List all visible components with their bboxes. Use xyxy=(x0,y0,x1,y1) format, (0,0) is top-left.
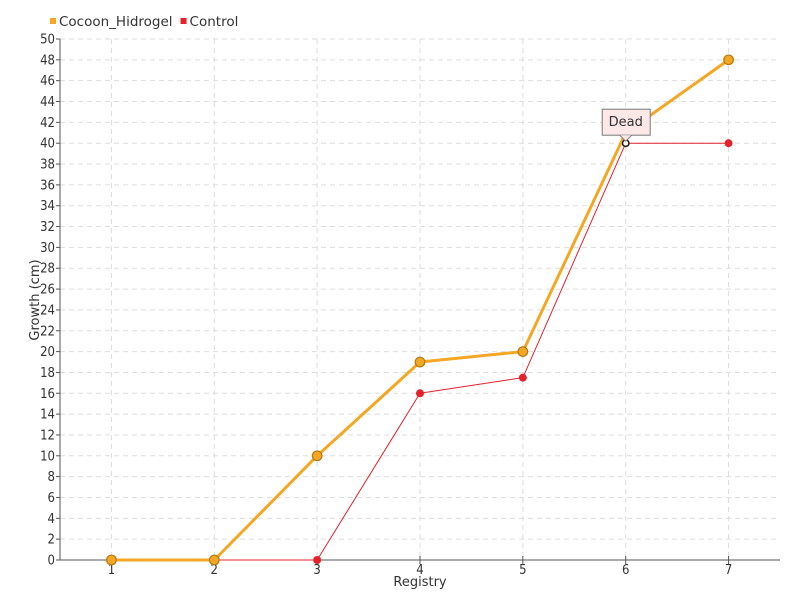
data-point xyxy=(724,139,733,148)
data-point xyxy=(518,373,527,382)
y-tick-label: 24 xyxy=(40,303,55,318)
y-tick-label: 42 xyxy=(40,116,55,131)
y-tick-label: 14 xyxy=(40,408,55,423)
x-tick-label: 1 xyxy=(108,563,115,578)
data-point xyxy=(414,356,426,368)
y-tick-label: 30 xyxy=(40,241,55,256)
x-tick-label: 4 xyxy=(416,563,423,578)
y-tick-label: 34 xyxy=(40,199,55,214)
y-tick-label: 48 xyxy=(40,53,55,68)
legend-swatch xyxy=(180,18,187,24)
legend-entry: Control xyxy=(190,14,239,30)
x-tick-label: 6 xyxy=(622,563,629,578)
x-tick-label: 5 xyxy=(519,563,526,578)
y-tick-label: 36 xyxy=(40,178,55,193)
legend: Cocoon_Hidrogel Control xyxy=(50,14,238,30)
y-tick-label: 12 xyxy=(40,428,55,443)
y-tick-label: 6 xyxy=(48,491,55,506)
data-point xyxy=(723,54,734,66)
legend-swatch xyxy=(50,18,56,24)
y-tick-label: 0 xyxy=(48,554,55,569)
y-tick-label: 4 xyxy=(48,512,55,527)
data-point xyxy=(208,554,220,566)
x-axis-title: Registry xyxy=(393,575,447,590)
data-point xyxy=(313,556,322,564)
legend-entry: Cocoon_Hidrogel xyxy=(59,14,173,30)
y-tick-label: 40 xyxy=(40,137,55,152)
y-tick-label: 18 xyxy=(40,366,55,381)
grid xyxy=(60,38,780,560)
data-point xyxy=(311,450,323,462)
annotation-group: Dead xyxy=(601,108,651,148)
y-tick-label: 38 xyxy=(40,158,55,173)
y-tick-label: 20 xyxy=(40,345,55,360)
data-point xyxy=(517,346,529,358)
y-tick-label: 26 xyxy=(40,283,55,298)
annotation-label: Dead xyxy=(609,115,643,130)
y-tick-label: 28 xyxy=(40,262,55,277)
y-tick-label: 44 xyxy=(40,95,55,110)
data-point xyxy=(106,554,117,566)
y-tick-label: 10 xyxy=(40,449,55,464)
annotation-box xyxy=(601,108,651,136)
y-tick-label: 32 xyxy=(40,220,55,235)
y-axis-title: Growth (cm) xyxy=(28,259,43,340)
x-tick-label: 3 xyxy=(313,563,320,578)
y-tick-label: 8 xyxy=(48,470,55,485)
y-tick-label: 50 xyxy=(40,33,55,48)
y-tick-label: 46 xyxy=(40,74,55,89)
annotation-pointer xyxy=(619,134,633,142)
axes: 0246810121416182022242628303234363840424… xyxy=(40,33,780,578)
y-tick-label: 22 xyxy=(40,324,55,339)
y-tick-label: 2 xyxy=(48,533,55,548)
x-tick-label: 2 xyxy=(211,563,218,578)
y-tick-label: 16 xyxy=(40,387,55,402)
x-tick-label: 7 xyxy=(725,563,732,578)
data-point xyxy=(416,389,424,398)
